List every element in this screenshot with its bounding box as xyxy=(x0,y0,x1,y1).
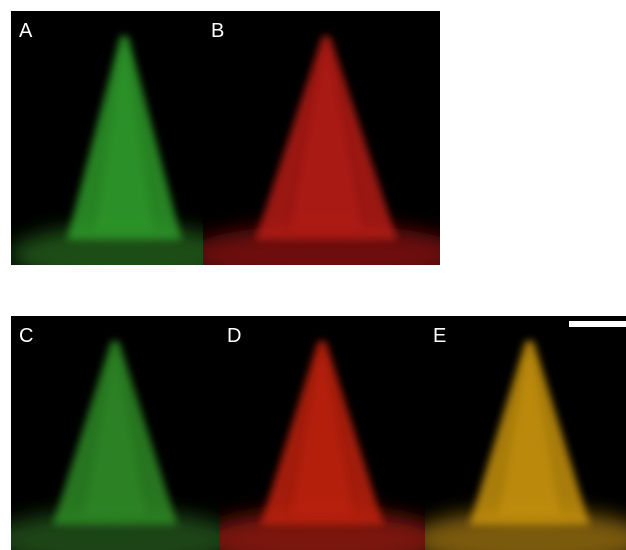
figure: A B C D E xyxy=(0,0,626,550)
image-panel: C xyxy=(0,316,240,550)
panel-content xyxy=(198,316,445,550)
scale-bar xyxy=(569,321,626,327)
image-panel: B xyxy=(184,11,468,285)
panel-content xyxy=(184,11,468,285)
panel-label: A xyxy=(19,20,33,42)
panel-label: E xyxy=(433,325,446,347)
image-panel: D xyxy=(198,316,445,550)
panel-content xyxy=(0,316,240,550)
panel-content xyxy=(409,316,626,550)
panel-label: D xyxy=(227,325,241,347)
image-panel: E xyxy=(409,316,626,550)
panel-label: C xyxy=(19,325,33,347)
panel-label: B xyxy=(211,20,224,42)
